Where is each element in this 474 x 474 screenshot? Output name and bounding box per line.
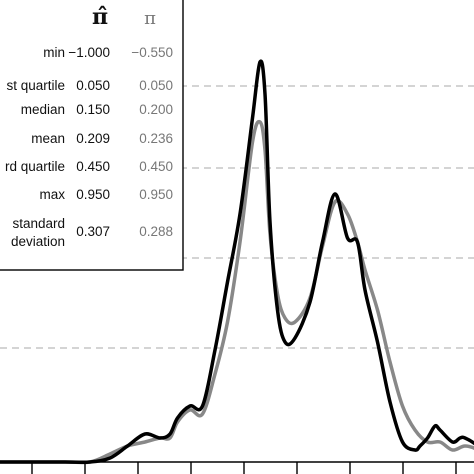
row-estimate-4: 0.450: [76, 159, 110, 174]
x-axis: [0, 461, 474, 474]
row-label-0: min: [43, 45, 65, 60]
row-label-6: standard deviation: [11, 216, 65, 249]
summary-table-box: [0, 0, 184, 271]
header-true: π: [144, 8, 156, 29]
row-true-4: 0.450: [139, 159, 173, 174]
row-true-3: 0.236: [139, 131, 173, 146]
row-label-2: median: [21, 102, 65, 117]
row-label-4: rd quartile: [5, 159, 65, 174]
row-estimate-2: 0.150: [76, 102, 110, 117]
row-true-0: −0.550: [131, 45, 173, 60]
row-estimate-5: 0.950: [76, 187, 110, 202]
series-line-estimate: [0, 59, 474, 465]
row-true-5: 0.950: [139, 187, 173, 202]
series-lines: [0, 59, 474, 465]
row-estimate-3: 0.209: [76, 131, 110, 146]
row-estimate-0: −1.000: [68, 45, 110, 60]
row-label-1: st quartile: [6, 78, 65, 93]
row-true-1: 0.050: [139, 78, 173, 93]
row-estimate-6: 0.307: [76, 224, 110, 239]
row-estimate-1: 0.050: [76, 78, 110, 93]
header-estimate: π̂: [92, 4, 108, 30]
summary-table: π̂ π min −1.000 −0.550 st quartile 0.050 0.050 m…: [0, 0, 184, 271]
row-label-3: mean: [31, 131, 65, 146]
row-label-5: max: [39, 187, 65, 202]
row-true-6: 0.288: [139, 224, 173, 239]
row-true-2: 0.200: [139, 102, 173, 117]
